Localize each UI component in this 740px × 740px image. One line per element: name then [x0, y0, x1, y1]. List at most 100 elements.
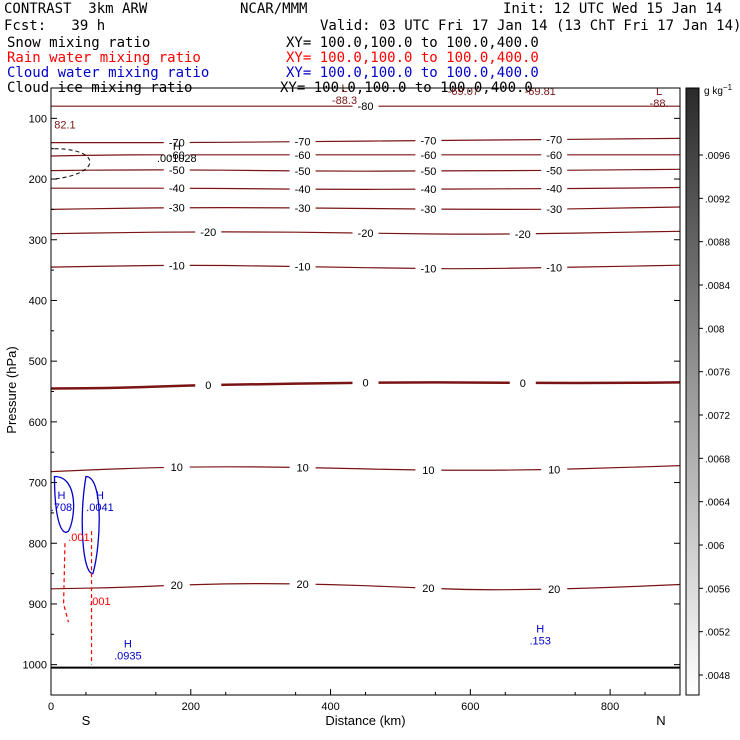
y-tick-label: 800 — [29, 538, 47, 550]
contour-label: -20 — [515, 229, 531, 241]
colorbar-tick-label: .0072 — [705, 411, 730, 422]
contour-label-bg — [509, 376, 536, 389]
contour-label: -20 — [200, 227, 216, 239]
contour-label-bg — [289, 164, 316, 177]
contour-label: -40 — [546, 184, 562, 196]
temperature-contour-10 — [50, 465, 681, 473]
y-axis-label: Pressure (hPa) — [4, 346, 19, 433]
contour-label-bg — [195, 379, 222, 392]
contour-label: -50 — [295, 166, 311, 178]
extremum-marker: H — [173, 141, 181, 153]
extremum-value: .001 — [68, 532, 89, 544]
contour-label: -30 — [420, 204, 436, 216]
y-tick-label: 100 — [29, 113, 47, 125]
y-tick-label: 400 — [29, 295, 47, 307]
colorbar-tick-label: .0088 — [705, 238, 730, 249]
contour-label-bg — [163, 579, 190, 592]
extremum-value: 82.1 — [54, 119, 75, 131]
extremum-value: -69.81 — [525, 86, 556, 98]
contour-label-bg — [415, 134, 442, 147]
y-tick-label: 1000 — [23, 660, 47, 672]
contour-label-bg — [541, 261, 568, 274]
contour-label: -80 — [358, 101, 374, 113]
legend-label: Cloud water mixing ratio — [7, 65, 210, 81]
temperature-contour-0 — [50, 381, 681, 390]
extremum-value: .0935 — [114, 651, 142, 663]
contour-label: 20 — [171, 580, 183, 592]
extremum-value: -69.07 — [448, 86, 479, 98]
contour-label-bg — [163, 148, 190, 161]
contour-label-bg — [163, 136, 190, 149]
colorbar-tick-label: .0052 — [705, 628, 730, 639]
extremum-marker: L — [341, 83, 347, 95]
valid-time: Valid: 03 UTC Fri 17 Jan 14 (13 ChT Fri … — [320, 18, 740, 34]
contour-label: 10 — [296, 462, 308, 474]
contour-label-bg — [289, 201, 316, 214]
y-tick-label: 600 — [29, 417, 47, 429]
contour-label-bg — [289, 148, 316, 161]
y-tick-label: 500 — [29, 356, 47, 368]
contour-label-bg — [163, 182, 190, 195]
y-tick-label: 700 — [29, 478, 47, 490]
contour-label-bg — [541, 463, 568, 476]
contour-label-bg — [541, 164, 568, 177]
contour-label: 0 — [362, 378, 368, 390]
y-tick-label: 300 — [29, 235, 47, 247]
x-tick-label: 800 — [601, 701, 619, 713]
contour-label: -70 — [420, 136, 436, 148]
x-axis-label: Distance (km) — [325, 713, 405, 728]
extremum-value: -88.3 — [332, 95, 357, 107]
rain-contour — [62, 543, 70, 623]
colorbar-tick-label: .0048 — [705, 671, 730, 682]
contour-label: -40 — [420, 184, 436, 196]
y-tick-label: 900 — [29, 599, 47, 611]
contour-label-bg — [509, 227, 536, 240]
cloud-ice-contour — [54, 148, 91, 180]
extremum-value: -88. — [650, 98, 669, 110]
legend-label: Snow mixing ratio — [7, 35, 151, 51]
legend-label: Rain water mixing ratio — [7, 50, 201, 66]
center-title: NCAR/MMM — [240, 1, 308, 17]
contour-label-bg — [541, 203, 568, 216]
contour-label: -30 — [169, 203, 185, 215]
contour-label-bg — [415, 582, 442, 595]
contour-label-bg — [289, 260, 316, 273]
contour-label: -20 — [358, 228, 374, 240]
colorbar-tick-label: .006 — [705, 541, 725, 552]
contour-label: -40 — [295, 184, 311, 196]
y-tick-label: 200 — [29, 174, 47, 186]
x-end-label-north: N — [656, 713, 665, 728]
contour-label-bg — [541, 133, 568, 146]
contour-label: 10 — [171, 462, 183, 474]
contour-label-bg — [352, 376, 379, 389]
contour-label: -60 — [546, 150, 562, 162]
contour-label-bg — [289, 135, 316, 148]
contour-label: 0 — [205, 380, 211, 392]
contour-label-bg — [541, 583, 568, 596]
contour-label: -10 — [169, 260, 185, 272]
cloud-water-contour — [53, 475, 75, 533]
extremum-marker: H — [58, 490, 66, 502]
contour-label-bg — [415, 262, 442, 275]
extremum-marker: H — [124, 639, 132, 651]
x-end-label-south: S — [82, 713, 91, 728]
x-tick-label: 600 — [461, 701, 479, 713]
temperature-contour-m50 — [50, 168, 681, 172]
x-tick-label: 400 — [321, 701, 339, 713]
contour-label-bg — [352, 100, 379, 113]
forecast-hour: Fcst: 39 h — [4, 18, 106, 34]
contour-label: -40 — [169, 183, 185, 195]
legend-xy: XY= 100.0,100.0 to 100.0,400.0 — [286, 35, 539, 51]
contour-label: -50 — [169, 165, 185, 177]
x-tick-label: 200 — [182, 701, 200, 713]
contour-label-bg — [415, 203, 442, 216]
contour-label-bg — [289, 461, 316, 474]
contour-label: 10 — [422, 465, 434, 477]
contour-label-bg — [163, 461, 190, 474]
extremum-value: .0041 — [86, 502, 114, 514]
contour-label: -30 — [295, 203, 311, 215]
contour-label: -10 — [420, 264, 436, 276]
contour-label-bg — [289, 183, 316, 196]
temperature-contour-m60 — [50, 154, 680, 157]
extremum-marker: H — [96, 490, 104, 502]
